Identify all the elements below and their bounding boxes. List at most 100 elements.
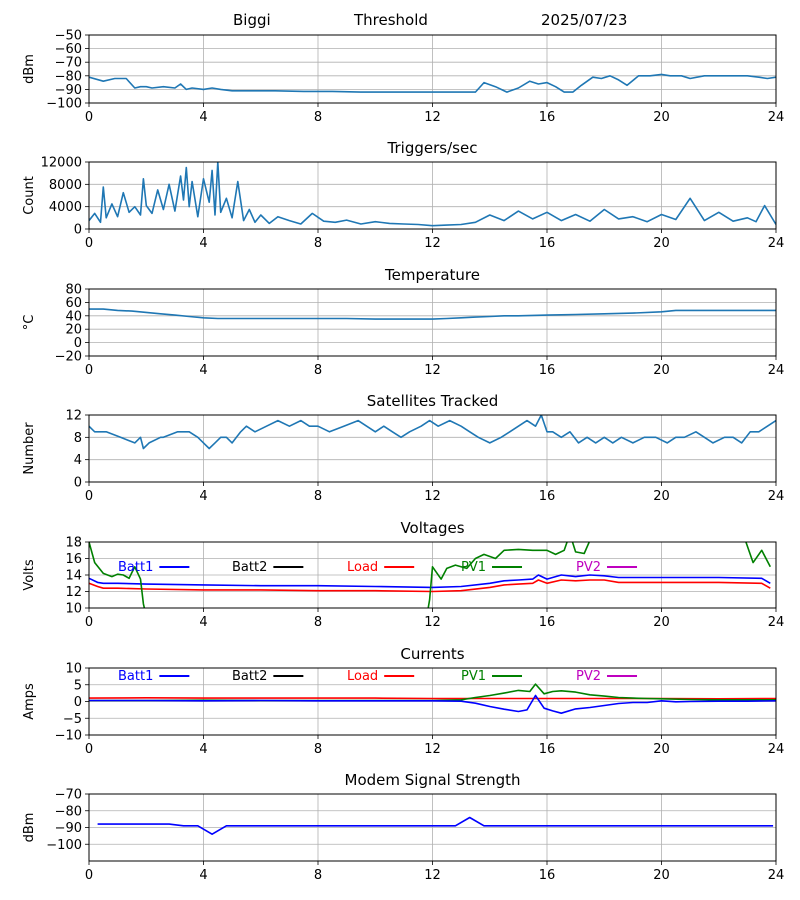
y-tick-label: −80 [55, 804, 82, 819]
legend-label-batt1: Batt1 [118, 560, 153, 575]
x-tick-label: 24 [768, 489, 785, 504]
legend-label-pv2: PV2 [576, 560, 601, 575]
series-line-load [89, 579, 771, 593]
x-tick-label: 8 [314, 868, 322, 883]
y-tick-label: 0 [74, 223, 82, 238]
x-tick-label: 8 [314, 363, 322, 378]
y-tick-label: 16 [65, 552, 82, 567]
y-axis-label: dBm [22, 813, 37, 843]
x-tick-label: 12 [424, 868, 441, 883]
legend-label-pv2: PV2 [576, 669, 601, 684]
y-tick-label: −10 [55, 729, 82, 744]
x-tick-label: 12 [424, 489, 441, 504]
series-line-1 [89, 162, 776, 227]
x-tick-label: 4 [199, 110, 207, 125]
y-tick-label: 20 [65, 323, 82, 338]
y-tick-label: −100 [46, 97, 82, 112]
x-tick-label: 8 [314, 489, 322, 504]
legend-label-batt2: Batt2 [232, 669, 267, 684]
series-line-1 [89, 73, 776, 93]
series-line-pv1 [89, 542, 146, 608]
x-tick-label: 0 [85, 615, 93, 630]
x-tick-label: 16 [539, 236, 556, 251]
x-tick-label: 8 [314, 615, 322, 630]
y-tick-label: −90 [55, 821, 82, 836]
x-tick-label: 4 [199, 615, 207, 630]
x-tick-label: 24 [768, 110, 785, 125]
x-tick-label: 24 [768, 742, 785, 757]
x-tick-label: 0 [85, 868, 93, 883]
y-tick-label: −80 [55, 69, 82, 84]
legend-label-pv1: PV1 [461, 560, 486, 575]
y-tick-label: 80 [65, 283, 82, 298]
x-tick-label: 12 [424, 110, 441, 125]
y-tick-label: −60 [55, 42, 82, 57]
x-tick-label: 20 [653, 615, 670, 630]
chart-panel-7: 0 4 8 12 16 20 24 −100 −90 −80−70 Modem Signal Str… [22, 771, 784, 883]
series-line-pv1 [745, 542, 772, 568]
x-tick-label: 0 [85, 236, 93, 251]
y-tick-label: 10 [65, 602, 82, 617]
y-tick-label: 5 [74, 678, 82, 693]
x-tick-label: 16 [539, 615, 556, 630]
chart-title: Satellites Tracked [367, 392, 498, 410]
series-line-1 [89, 415, 776, 450]
x-tick-label: 20 [653, 489, 670, 504]
y-axis-label: °C [22, 315, 37, 331]
chart-title: Modem Signal Strength [345, 771, 521, 789]
y-tick-label: 8000 [49, 178, 82, 193]
x-tick-label: 24 [768, 363, 785, 378]
x-tick-label: 16 [539, 489, 556, 504]
y-axis-label: Amps [22, 683, 37, 720]
x-tick-label: 16 [539, 110, 556, 125]
series-line-1 [89, 308, 776, 320]
x-tick-label: 16 [539, 363, 556, 378]
axes-frame [88, 793, 777, 862]
y-tick-label: −100 [46, 838, 82, 853]
series-line-1 [97, 816, 774, 836]
axes-frame [88, 161, 777, 230]
legend-label-load: Load [347, 560, 378, 575]
x-tick-label: 4 [199, 363, 207, 378]
y-tick-label: 18 [65, 536, 82, 551]
y-tick-label: 12 [65, 585, 82, 600]
y-tick-label: 0 [74, 476, 82, 491]
y-tick-label: 60 [65, 296, 82, 311]
x-tick-label: 4 [199, 868, 207, 883]
x-tick-label: 8 [314, 110, 322, 125]
y-tick-label: −70 [55, 56, 82, 71]
axes-frame [88, 414, 777, 483]
x-tick-label: 20 [653, 742, 670, 757]
y-tick-label: 40 [65, 309, 82, 324]
y-tick-label: −20 [55, 350, 82, 365]
x-tick-label: 16 [539, 868, 556, 883]
x-tick-label: 0 [85, 110, 93, 125]
axes-frame [88, 288, 777, 357]
legend-label-load: Load [347, 669, 378, 684]
plot-date: 2025/07/23 [541, 11, 628, 29]
y-axis-label: Count [22, 176, 37, 215]
axes-frame [88, 34, 777, 104]
legend-label-batt1: Batt1 [118, 669, 153, 684]
x-tick-label: 24 [768, 868, 785, 883]
legend-label-pv1: PV1 [461, 669, 486, 684]
x-tick-label: 0 [85, 742, 93, 757]
x-tick-label: 24 [768, 615, 785, 630]
y-axis-label: Volts [22, 559, 37, 591]
x-tick-label: 20 [653, 236, 670, 251]
y-tick-label: 10 [65, 662, 82, 677]
x-tick-label: 12 [424, 236, 441, 251]
x-tick-label: 0 [85, 363, 93, 378]
chart-title: Currents [400, 645, 464, 663]
plot-name: Threshold [354, 11, 428, 29]
y-tick-label: 14 [65, 569, 82, 584]
x-tick-label: 24 [768, 236, 785, 251]
chart-title: Temperature [384, 266, 480, 284]
chart-title: Triggers/sec [387, 139, 478, 157]
y-axis-label: Number [22, 422, 37, 475]
y-tick-label: 4 [74, 453, 82, 468]
